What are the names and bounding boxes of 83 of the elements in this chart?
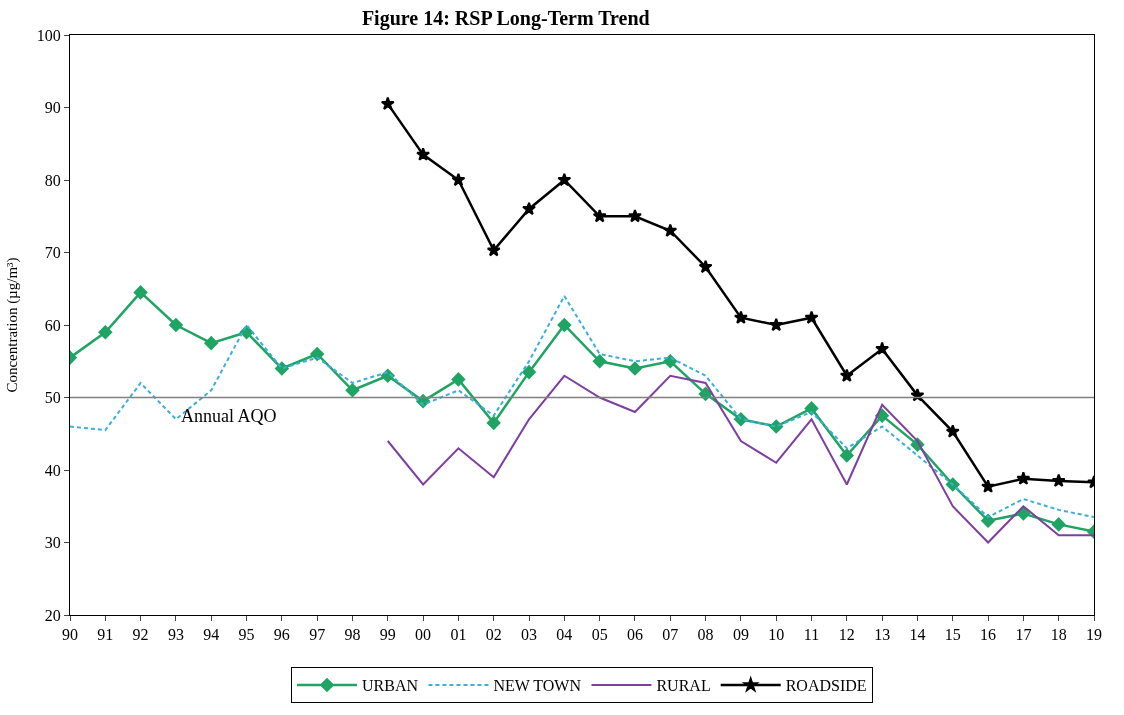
point: [310, 347, 325, 361]
y-tick-label: 30: [44, 534, 61, 552]
x-tick-label: 91: [97, 626, 114, 644]
point: [698, 259, 713, 274]
point: [486, 416, 501, 430]
x-tick-label: 05: [591, 626, 608, 644]
x-tick-label: 02: [485, 626, 502, 644]
x-tick-label: 17: [1015, 626, 1032, 644]
point: [557, 318, 572, 332]
point: [345, 383, 360, 398]
point: [592, 208, 607, 223]
x-tick-label: 09: [732, 626, 749, 644]
x-tick-label: 03: [521, 626, 538, 644]
point: [592, 354, 607, 369]
point: [1016, 506, 1031, 521]
point: [981, 513, 995, 528]
point: [169, 318, 183, 332]
point: [804, 401, 819, 416]
x-tick-label: 00: [415, 626, 432, 644]
point: [451, 172, 466, 187]
x-tick-label: 08: [697, 626, 714, 644]
point: [380, 96, 395, 110]
y-tick-label: 60: [44, 316, 61, 334]
y-tick-label: 40: [44, 461, 61, 479]
x-tick-label: 97: [309, 626, 326, 644]
point: [451, 372, 466, 387]
point: [733, 310, 748, 324]
y-tick-label: 90: [44, 99, 61, 117]
x-tick-label: 13: [874, 626, 891, 644]
point: [98, 325, 113, 340]
y-tick-label: 20: [44, 606, 61, 624]
x-tick-label: 18: [1050, 626, 1067, 644]
point: [522, 201, 537, 216]
x-tick-label: 90: [62, 626, 78, 644]
x-tick-label: 19: [1086, 626, 1102, 644]
legend-label: NEW TOWN: [493, 677, 582, 695]
chart-title: Figure 14: RSP Long-Term Trend: [361, 6, 650, 30]
x-tick-label: 93: [167, 626, 184, 644]
y-tick-label: 70: [44, 244, 61, 262]
x-tick-label: 94: [203, 626, 220, 644]
point: [1051, 473, 1066, 487]
point: [1051, 517, 1066, 532]
x-tick-label: 14: [909, 626, 926, 644]
point: [486, 243, 501, 257]
point: [627, 208, 642, 223]
point: [839, 448, 854, 463]
x-tick-label: 12: [838, 626, 855, 644]
point: [663, 223, 678, 237]
x-tick-label: 04: [556, 626, 573, 644]
point: [875, 341, 890, 356]
x-tick-label: 15: [944, 626, 961, 644]
point: [945, 424, 960, 438]
x-tick-label: 99: [379, 626, 396, 644]
point: [981, 479, 996, 493]
x-tick-label: 11: [803, 626, 820, 644]
x-tick-label: 10: [768, 626, 785, 644]
legend-label: RURAL: [656, 677, 711, 695]
y-axis-title: Concentration (µg/m³): [4, 257, 22, 393]
legend-label: ROADSIDE: [785, 677, 867, 695]
point: [1016, 471, 1031, 485]
line-series: [386, 374, 1094, 544]
x-tick-label: 92: [132, 626, 149, 644]
x-tick-label: 06: [626, 626, 643, 644]
x-tick-label: 98: [344, 626, 361, 644]
y-tick-label: 80: [44, 171, 61, 189]
point: [628, 361, 642, 376]
x-tick-label: 07: [662, 626, 679, 644]
y-tick-label: 100: [36, 26, 61, 44]
point: [769, 317, 784, 332]
point: [133, 285, 148, 300]
point: [839, 368, 854, 382]
point: [804, 310, 819, 324]
x-tick-label: 95: [238, 626, 255, 644]
legend-label: URBAN: [362, 677, 419, 695]
point: [416, 147, 431, 161]
point: [204, 336, 219, 350]
x-tick-label: 01: [450, 626, 467, 644]
y-tick-label: 50: [44, 389, 61, 407]
point: [522, 365, 536, 379]
x-tick-label: 96: [273, 626, 290, 644]
x-tick-label: 16: [980, 626, 997, 644]
point: [557, 172, 572, 187]
ref-line-label: Annual AQO: [181, 406, 277, 426]
